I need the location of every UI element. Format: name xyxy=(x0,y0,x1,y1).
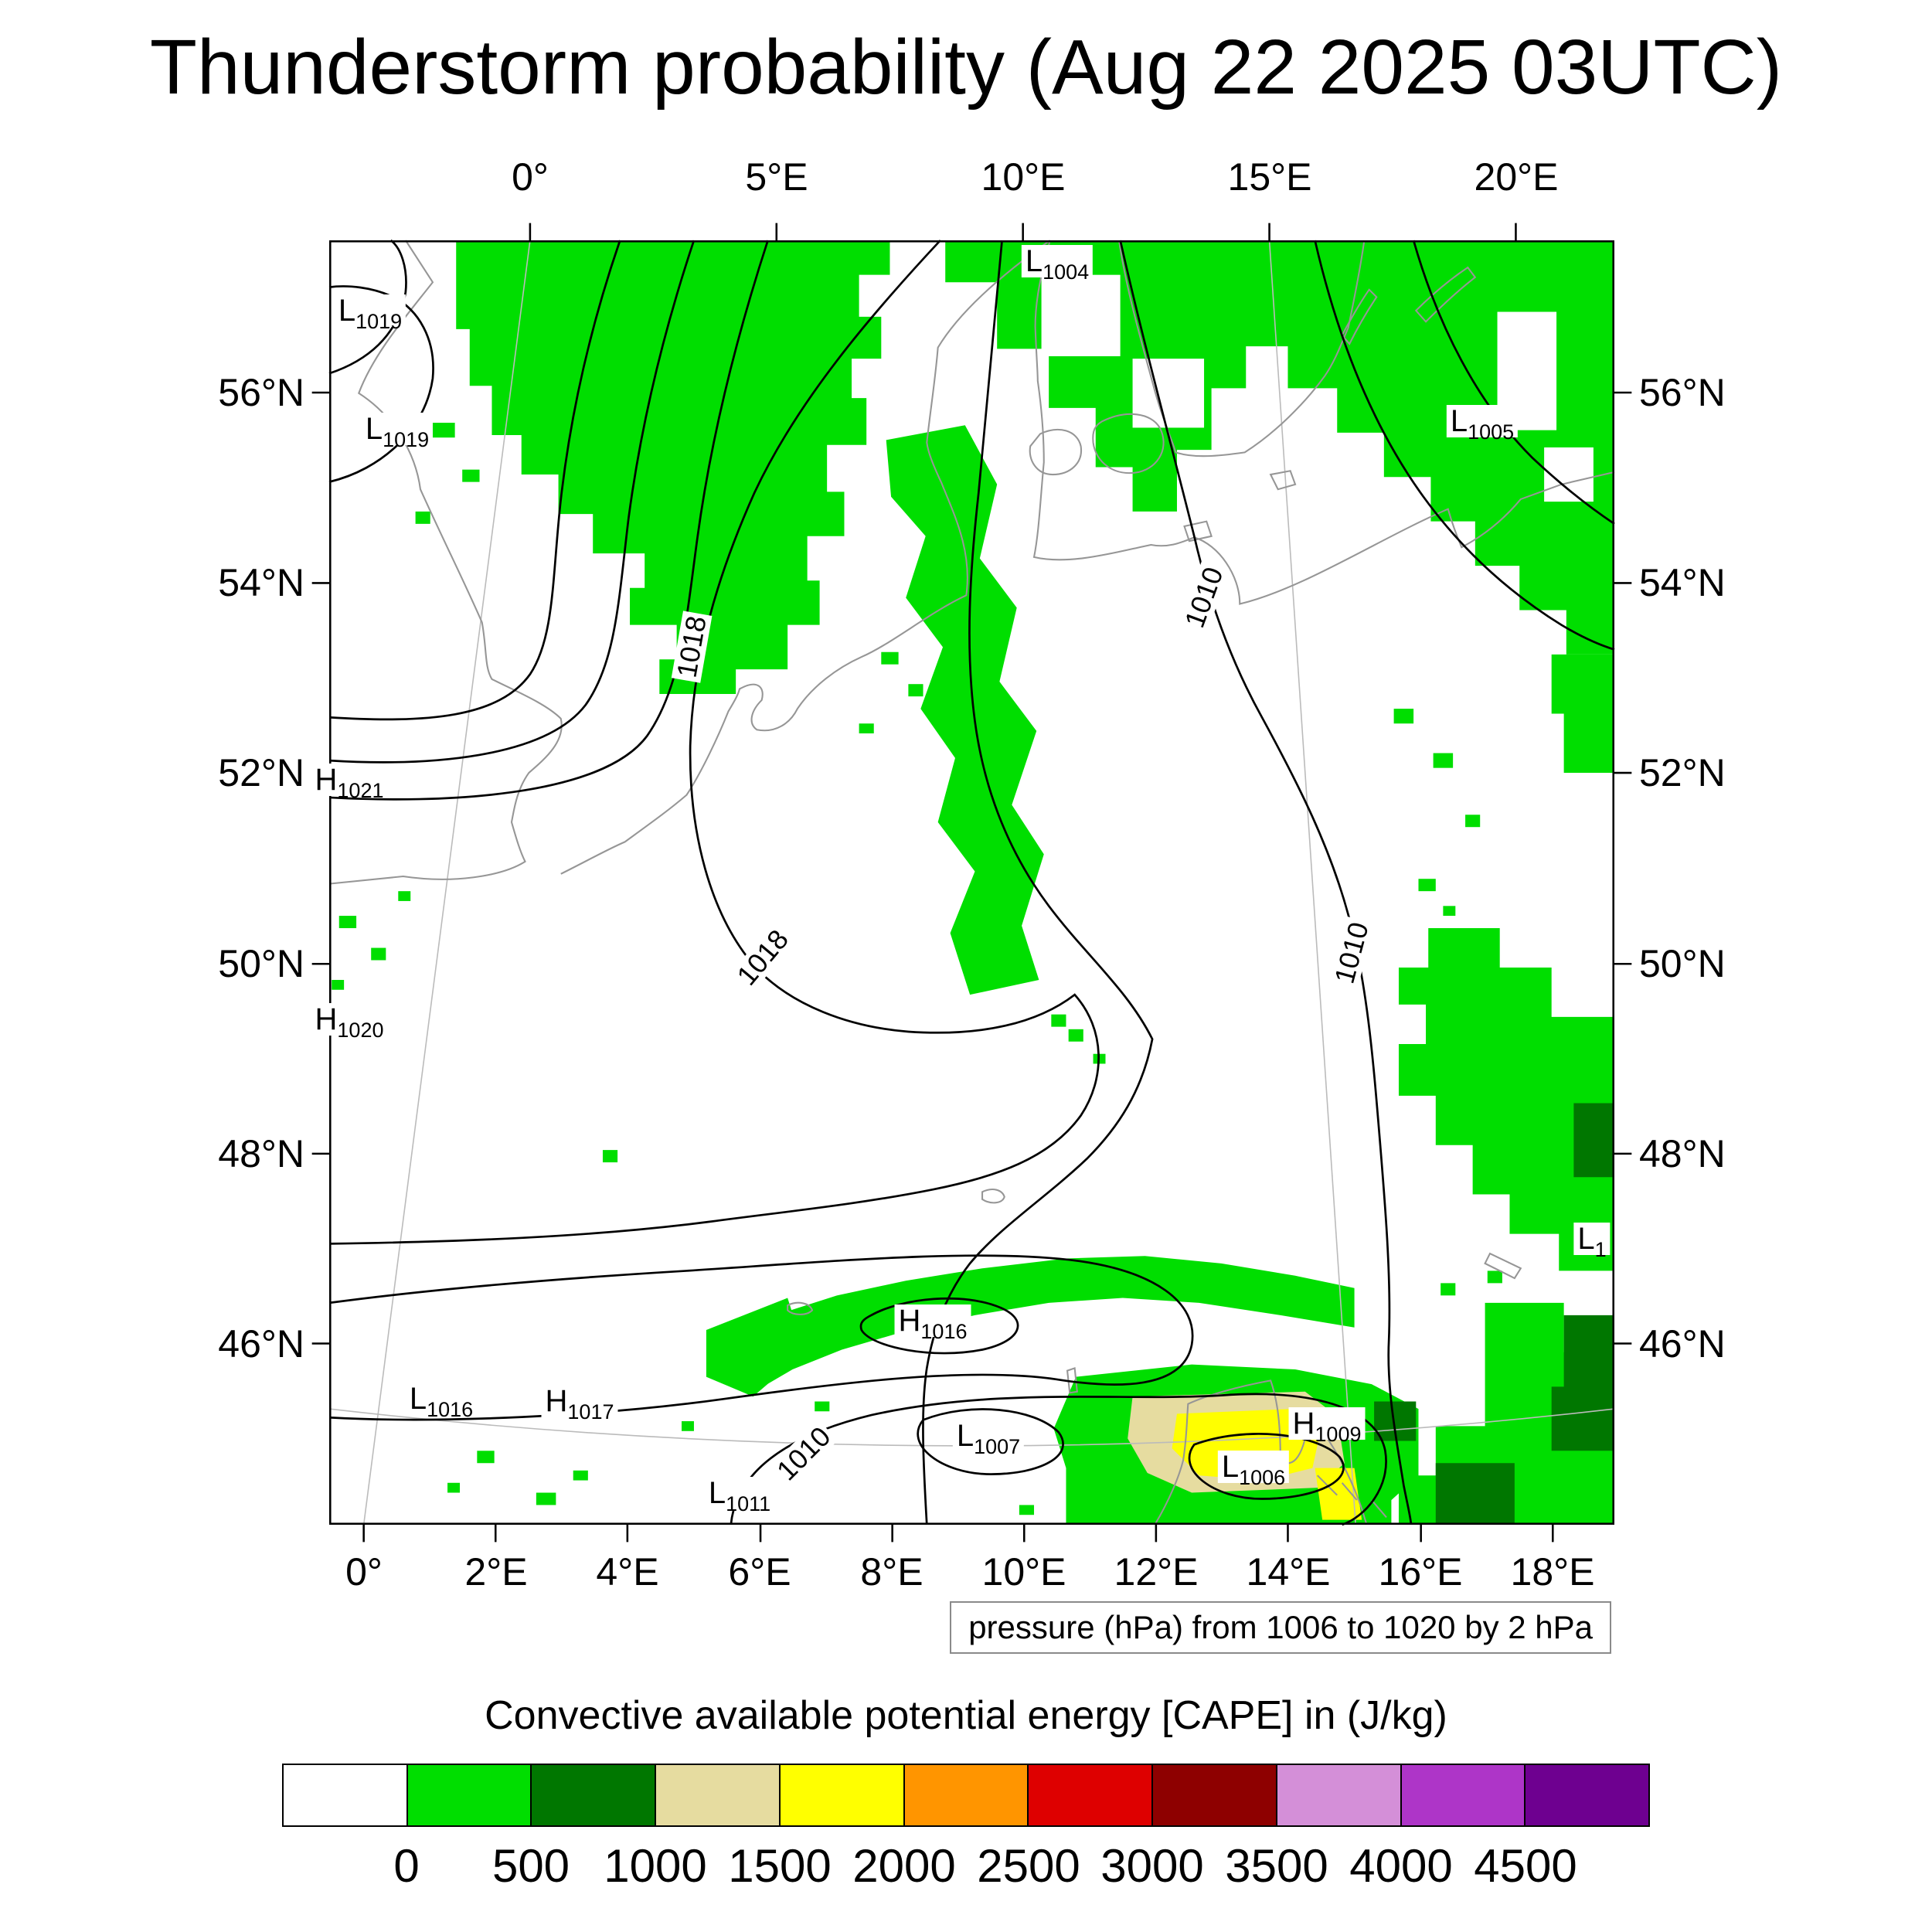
axis-label-left-5: 46°N xyxy=(218,1322,304,1366)
axis-label-top-0: 0° xyxy=(512,155,549,199)
colorbar-cell-10 xyxy=(1524,1764,1651,1827)
axis-label-right-3: 50°N xyxy=(1639,942,1726,985)
colorbar-cell-2 xyxy=(530,1764,657,1827)
colorbar-tick-3: 1500 xyxy=(728,1840,832,1892)
pressure-center-L1019-a: L1019 xyxy=(334,294,406,332)
axis-label-right-0: 56°N xyxy=(1639,371,1726,414)
colorbar-tick-0: 0 xyxy=(393,1840,420,1892)
pressure-center-L1005: L1005 xyxy=(1446,405,1519,443)
colorbar-tick-7: 3500 xyxy=(1225,1840,1328,1892)
axis-label-right-1: 54°N xyxy=(1639,561,1726,604)
axis-label-left-3: 50°N xyxy=(218,942,304,985)
colorbar-tick-1: 500 xyxy=(492,1840,570,1892)
colorbar-tick-6: 3000 xyxy=(1100,1840,1204,1892)
colorbar-tick-2: 1000 xyxy=(604,1840,707,1892)
axis-label-top-2: 10°E xyxy=(981,155,1066,199)
colorbar-tick-5: 2500 xyxy=(977,1840,1080,1892)
axis-label-left-0: 56°N xyxy=(218,371,304,414)
pressure-center-H1016: H1016 xyxy=(894,1304,971,1342)
colorbar-cell-6 xyxy=(1027,1764,1154,1827)
pressure-center-L1006: L1006 xyxy=(1217,1451,1290,1488)
pressure-center-L-clipped: L1 xyxy=(1573,1223,1611,1260)
map-panel: L1019 L1019 H1021 H1020 L1016 H1017 L100… xyxy=(311,223,1632,1543)
cape-fill-500-1000 xyxy=(1374,1103,1614,1525)
axis-label-bottom-0: 0° xyxy=(345,1550,383,1594)
axis-label-bottom-3: 6°E xyxy=(728,1550,791,1594)
colorbar-cell-0 xyxy=(282,1764,408,1827)
cape-colorbar xyxy=(282,1764,1651,1827)
axis-label-right-5: 46°N xyxy=(1639,1322,1726,1366)
map-canvas xyxy=(311,223,1632,1543)
axis-label-top-3: 15°E xyxy=(1227,155,1312,199)
colorbar-tick-4: 2000 xyxy=(852,1840,956,1892)
axis-label-bottom-8: 16°E xyxy=(1378,1550,1463,1594)
axis-label-bottom-1: 2°E xyxy=(464,1550,528,1594)
colorbar-cell-3 xyxy=(655,1764,781,1827)
pressure-center-H1017: H1017 xyxy=(541,1385,618,1423)
map-frame xyxy=(329,240,1615,1526)
colorbar-tick-labels: 0 500 1000 1500 2000 2500 3000 3500 4000… xyxy=(282,1839,1650,1893)
axis-label-right-4: 48°N xyxy=(1639,1132,1726,1175)
axis-label-bottom-6: 12°E xyxy=(1114,1550,1199,1594)
colorbar-cell-4 xyxy=(778,1764,905,1827)
colorbar-tick-8: 4000 xyxy=(1349,1840,1453,1892)
pressure-center-L1004: L1004 xyxy=(1021,245,1094,283)
axis-label-left-1: 54°N xyxy=(218,561,304,604)
axis-label-top-1: 5°E xyxy=(745,155,808,199)
colorbar-cell-5 xyxy=(903,1764,1029,1827)
colorbar-cell-7 xyxy=(1151,1764,1277,1827)
cape-fill-0-500 xyxy=(332,240,1614,1525)
pressure-center-L1019-b: L1019 xyxy=(361,413,434,451)
axis-label-bottom-4: 8°E xyxy=(860,1550,923,1594)
pressure-center-H1021: H1021 xyxy=(311,764,388,801)
axis-label-bottom-5: 10°E xyxy=(981,1550,1066,1594)
axis-label-top-4: 20°E xyxy=(1474,155,1559,199)
pressure-caption: pressure (hPa) from 1006 to 1020 by 2 hP… xyxy=(950,1601,1611,1654)
pressure-center-L1011: L1011 xyxy=(704,1477,775,1515)
colorbar-cell-1 xyxy=(406,1764,532,1827)
colorbar-cell-8 xyxy=(1275,1764,1402,1827)
pressure-center-H1020: H1020 xyxy=(311,1003,388,1041)
page-title: Thunderstorm probability (Aug 22 2025 03… xyxy=(149,24,1783,111)
axis-label-left-2: 52°N xyxy=(218,751,304,794)
axis-label-bottom-7: 14°E xyxy=(1246,1550,1331,1594)
colorbar-cell-9 xyxy=(1400,1764,1526,1827)
axis-label-bottom-9: 18°E xyxy=(1510,1550,1595,1594)
pressure-center-H1009: H1009 xyxy=(1288,1407,1366,1445)
axis-label-bottom-2: 4°E xyxy=(596,1550,659,1594)
axis-label-left-4: 48°N xyxy=(218,1132,304,1175)
pressure-center-L1016: L1016 xyxy=(405,1383,478,1420)
legend-title: Convective available potential energy [C… xyxy=(485,1693,1447,1738)
axis-label-right-2: 52°N xyxy=(1639,751,1726,794)
colorbar-tick-9: 4500 xyxy=(1474,1840,1577,1892)
pressure-center-L1007: L1007 xyxy=(952,1420,1025,1458)
